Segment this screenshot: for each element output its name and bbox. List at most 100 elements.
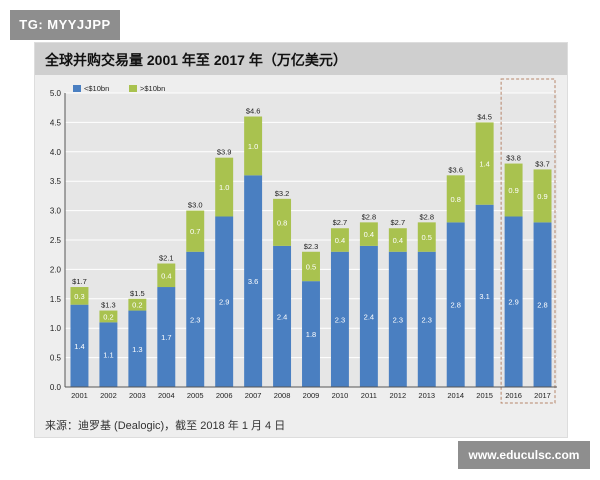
bar-small-2016	[504, 216, 523, 387]
bar-total-label: $1.7	[72, 277, 87, 286]
bar-small-2006	[215, 216, 234, 387]
bar-label-small: 2.3	[422, 315, 432, 324]
bar-total-label: $3.8	[506, 154, 521, 163]
chart-title-bar: 全球并购交易量 2001 年至 2017 年（万亿美元）	[35, 43, 567, 75]
bar-label-small: 3.6	[248, 277, 258, 286]
bar-small-2002	[99, 322, 118, 387]
x-tick-label: 2013	[418, 391, 435, 400]
bar-label-large: 0.5	[422, 233, 432, 242]
bar-label-large: 0.9	[537, 192, 547, 201]
bar-small-2011	[359, 245, 378, 387]
bar-total-label: $4.5	[477, 112, 492, 121]
y-tick-label: 5.0	[50, 89, 62, 98]
bar-large-2014	[446, 175, 465, 223]
watermark-site: www.educulsc.com	[458, 441, 590, 469]
bar-label-large: 0.4	[364, 230, 374, 239]
bar-label-small: 2.3	[393, 315, 403, 324]
bar-label-small: 1.4	[74, 342, 84, 351]
legend-swatch	[73, 85, 81, 92]
bar-small-2008	[273, 245, 292, 387]
bar-label-large: 0.3	[74, 292, 84, 301]
bar-label-small: 2.3	[335, 315, 345, 324]
bar-label-small: 1.3	[132, 345, 142, 354]
bar-label-large: 0.5	[306, 262, 316, 271]
y-tick-label: 0.0	[50, 383, 62, 392]
bar-large-2017	[533, 169, 552, 223]
x-tick-label: 2001	[71, 391, 88, 400]
bar-small-2014	[446, 222, 465, 387]
y-tick-label: 2.0	[50, 265, 62, 274]
bar-total-label: $3.6	[448, 165, 463, 174]
bar-large-2012	[388, 228, 407, 252]
x-tick-label: 2014	[447, 391, 464, 400]
bar-total-label: $3.0	[188, 201, 203, 210]
y-tick-label: 3.0	[50, 207, 62, 216]
bar-large-2002	[99, 310, 118, 323]
chart-card: 全球并购交易量 2001 年至 2017 年（万亿美元） 0.0 0.5 1.0 1.…	[34, 42, 568, 438]
bar-label-small: 2.8	[450, 301, 460, 310]
x-tick-label: 2008	[274, 391, 291, 400]
bar-large-2007	[244, 116, 263, 176]
bar-small-2012	[388, 251, 407, 387]
x-tick-label: 2010	[332, 391, 349, 400]
bar-total-label: $4.6	[246, 107, 261, 116]
bar-large-2015	[475, 122, 494, 205]
bar-total-label: $2.8	[362, 212, 377, 221]
y-tick-label: 2.5	[50, 236, 62, 245]
bar-label-small: 1.8	[306, 330, 316, 339]
bar-small-2004	[157, 287, 176, 387]
bar-large-2016	[504, 163, 523, 217]
bar-label-large: 1.4	[479, 160, 489, 169]
bar-total-label: $1.5	[130, 289, 145, 298]
bar-label-large: 1.0	[219, 183, 229, 192]
bar-large-2006	[215, 157, 234, 217]
bar-total-label: $1.3	[101, 301, 116, 310]
bar-label-large: 0.2	[103, 312, 113, 321]
bar-small-2015	[475, 204, 494, 387]
x-tick-label: 2003	[129, 391, 146, 400]
x-tick-label: 2005	[187, 391, 204, 400]
bar-total-label: $3.9	[217, 148, 232, 157]
x-tick-label: 2017	[534, 391, 551, 400]
y-tick-label: 1.5	[50, 295, 62, 304]
bar-large-2005	[186, 210, 205, 252]
x-tick-label: 2004	[158, 391, 175, 400]
x-tick-label: 2009	[303, 391, 320, 400]
x-tick-label: 2011	[361, 391, 377, 400]
bar-label-large: 0.4	[335, 236, 345, 245]
bar-large-2010	[330, 228, 349, 252]
x-tick-label: 2012	[389, 391, 406, 400]
bar-total-label: $2.7	[391, 218, 406, 227]
bar-large-2004	[157, 263, 176, 288]
bar-large-2011	[359, 222, 378, 246]
bar-large-2008	[273, 198, 292, 246]
bar-label-large: 0.8	[277, 218, 287, 227]
bar-total-label: $2.1	[159, 254, 174, 263]
x-tick-label: 2016	[505, 391, 522, 400]
bar-large-2013	[417, 222, 436, 252]
bar-label-small: 2.8	[537, 301, 547, 310]
legend-label: <$10bn	[84, 84, 109, 93]
bar-large-2001	[70, 287, 89, 305]
bar-total-label: $2.8	[419, 212, 434, 221]
bar-small-2003	[128, 310, 147, 387]
bar-large-2009	[302, 251, 320, 282]
bar-small-2005	[186, 251, 205, 387]
watermark-tag: TG: MYYJJPP	[10, 10, 120, 40]
y-tick-label: 1.0	[50, 324, 62, 333]
bar-label-large: 0.9	[508, 186, 518, 195]
bar-label-small: 3.1	[479, 292, 489, 301]
bar-total-label: $3.2	[275, 189, 290, 198]
bar-label-large: 1.0	[248, 142, 258, 151]
y-tick-label: 4.5	[50, 118, 62, 127]
bar-total-label: $2.3	[304, 242, 319, 251]
bar-label-large: 0.2	[132, 301, 142, 310]
y-tick-label: 0.5	[50, 354, 62, 363]
bar-label-large: 0.4	[393, 236, 403, 245]
bar-label-small: 1.1	[103, 351, 113, 360]
highlight-box	[500, 78, 556, 404]
bar-label-small: 1.7	[161, 333, 171, 342]
bar-large-2003	[128, 298, 147, 311]
bar-small-2007	[244, 175, 263, 387]
chart-source: 来源：迪罗基 (Dealogic)，截至 2018 年 1 月 4 日	[45, 420, 286, 432]
